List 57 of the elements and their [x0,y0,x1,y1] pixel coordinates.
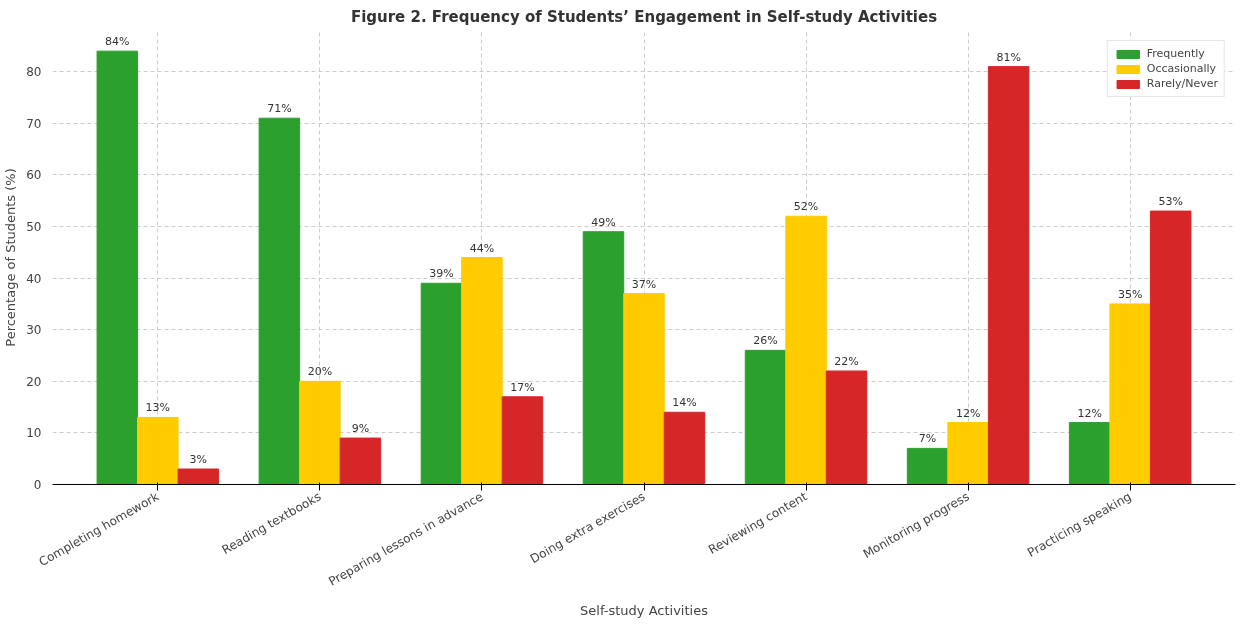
data-label: 14% [672,396,697,410]
legend-label: Occasionally [1146,62,1217,75]
data-label: 12% [955,406,981,420]
bar [137,416,179,485]
bar [420,282,463,485]
data-label: 9% [351,422,370,436]
bar [258,117,301,485]
y-axis-title: Percentage of Students (%) [3,168,19,347]
data-label: 22% [834,355,859,368]
data-label: 35% [1117,287,1143,301]
data-label: 7% [918,432,937,446]
chart-title: Figure 2. Frequency of Students’ Engagement in Self-study Activities [350,7,938,26]
y-tick-label: 20 [26,374,42,389]
data-label: 44% [469,241,495,255]
bar [1149,210,1192,485]
bar [1068,422,1111,485]
data-label: 81% [996,50,1021,64]
bar [825,370,868,485]
data-label: 37% [631,277,657,291]
data-label: 53% [1158,195,1183,209]
legend-label: Frequently [1146,47,1205,60]
y-tick-label: 80 [26,65,42,80]
y-tick-label: 50 [26,220,42,235]
y-tick-label: 40 [26,271,42,286]
data-label: 20% [307,365,333,379]
bar [1109,303,1151,485]
data-label: 52% [793,200,819,214]
data-label: 71% [267,102,292,116]
data-label: 49% [591,215,616,229]
bar [987,66,1030,485]
bar [947,422,989,485]
bar [623,293,665,485]
legend-label: Rarely/Never [1146,77,1218,90]
data-label: 17% [510,380,535,394]
bar [744,349,787,485]
bar [785,215,827,485]
bar [501,396,544,485]
data-label: 39% [429,267,454,281]
x-axis-title: Self-study Activities [580,602,709,618]
bar [96,50,139,485]
y-tick-label: 70 [26,116,42,131]
data-label: 26% [753,334,778,348]
bar [663,411,706,485]
data-label: 13% [145,401,171,415]
bar [299,380,341,485]
data-label: 84% [105,35,130,49]
y-tick-label: 60 [26,168,42,183]
y-tick-label: 0 [33,478,42,492]
bar [906,447,949,485]
bar [461,257,503,485]
bar [339,437,382,485]
y-tick-label: 10 [26,426,42,441]
bar [177,468,220,485]
data-label: 3% [189,453,208,467]
bar [582,231,625,485]
data-label: 12% [1077,406,1102,420]
y-tick-label: 30 [26,323,42,338]
